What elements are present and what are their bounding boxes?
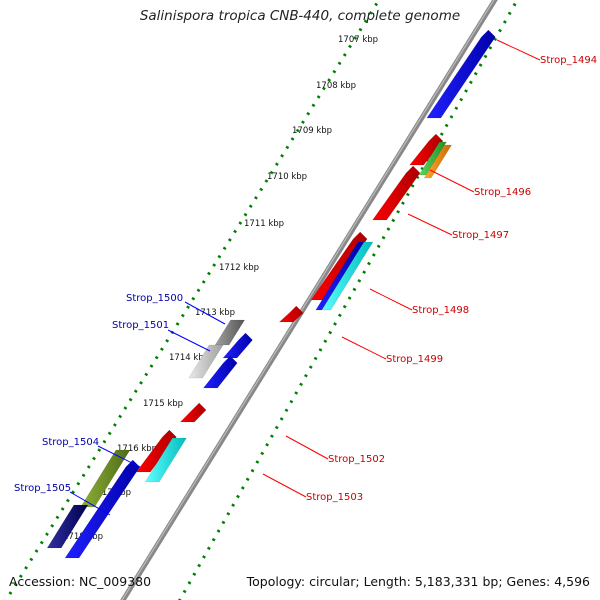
- topology-summary-text: Topology: circular; Length: 5,183,331 bp…: [246, 574, 590, 589]
- gene-label[interactable]: Strop_1497: [452, 230, 509, 241]
- gene-arrow-blue-mid[interactable]: [202, 355, 238, 389]
- gene-arrow-strop-1502[interactable]: [135, 429, 177, 473]
- kbp-tick-label: 1709 kbp: [292, 126, 332, 136]
- gene-arrow-strop-1496[interactable]: [423, 144, 453, 179]
- gene-arrow-strop-1501[interactable]: [188, 344, 224, 379]
- kbp-tick-label: 1707 kbp: [338, 35, 378, 45]
- accession-text: Accession: NC_009380: [9, 574, 152, 589]
- gene-label[interactable]: Strop_1496: [474, 187, 531, 198]
- gene-arrow-strop-1503[interactable]: [144, 437, 187, 483]
- gene-label[interactable]: Strop_1499: [386, 354, 443, 365]
- kbp-tick-label: 1716 kbp: [117, 444, 157, 454]
- gene-label[interactable]: Strop_1498: [412, 305, 469, 316]
- gene-label[interactable]: Strop_1503: [306, 492, 363, 503]
- gene-arrow-strop-1504[interactable]: [80, 449, 131, 508]
- gene-leader-line: [184, 301, 226, 325]
- gene-leader-line: [369, 288, 413, 311]
- gene-arrow-blue-long[interactable]: [64, 459, 141, 559]
- gene-leader-line: [429, 169, 475, 193]
- gene-leader-line: [285, 435, 329, 460]
- gene-arrow-red[interactable]: [409, 133, 444, 166]
- kbp-tick-label: 1712 kbp: [219, 263, 259, 273]
- gene-leader-line: [496, 39, 541, 61]
- gene-label[interactable]: Strop_1505: [14, 483, 71, 494]
- gene-arrow-blue-thin[interactable]: [315, 241, 365, 311]
- kbp-tick-label: 1710 kbp: [267, 172, 307, 182]
- gene-arrow-strop-1500[interactable]: [214, 319, 246, 346]
- gene-leader-line: [167, 329, 211, 352]
- gene-leader-line: [97, 445, 141, 468]
- gene-leader-line: [69, 491, 111, 516]
- kbp-tick-label: 1715 kbp: [143, 399, 183, 409]
- gene-leader-line: [341, 336, 387, 360]
- genome-backbone: [120, 0, 498, 600]
- gene-arrow-strop-1505[interactable]: [46, 504, 89, 549]
- kbp-tick-label: 1714 kbp: [169, 353, 209, 363]
- gene-label[interactable]: Strop_1501: [112, 320, 169, 331]
- gene-label[interactable]: Strop_1500: [126, 293, 183, 304]
- kbp-tick-label: 1708 kbp: [316, 81, 356, 91]
- gene-label[interactable]: Strop_1504: [42, 437, 99, 448]
- gene-arrow-red-small[interactable]: [179, 402, 207, 423]
- kbp-tick-label: 1711 kbp: [244, 219, 284, 229]
- gene-arrow-strop-1499[interactable]: [278, 305, 304, 323]
- gene-leader-line: [407, 213, 453, 236]
- gene-label[interactable]: Strop_1494: [540, 55, 597, 66]
- gene-label[interactable]: Strop_1502: [328, 454, 385, 465]
- gene-arrow-blue-small[interactable]: [222, 332, 253, 359]
- kbp-tick-label: 1713 kbp: [195, 308, 235, 318]
- gene-leader-line: [262, 473, 307, 498]
- genome-title: Salinispora tropica CNB-440, complete ge…: [139, 8, 461, 24]
- gene-arrow-green[interactable]: [418, 141, 447, 176]
- gene-arrow-blue[interactable]: [426, 29, 496, 119]
- inner-tick-ring: [4, 0, 381, 600]
- gene-arrow-strop-1497[interactable]: [372, 165, 421, 221]
